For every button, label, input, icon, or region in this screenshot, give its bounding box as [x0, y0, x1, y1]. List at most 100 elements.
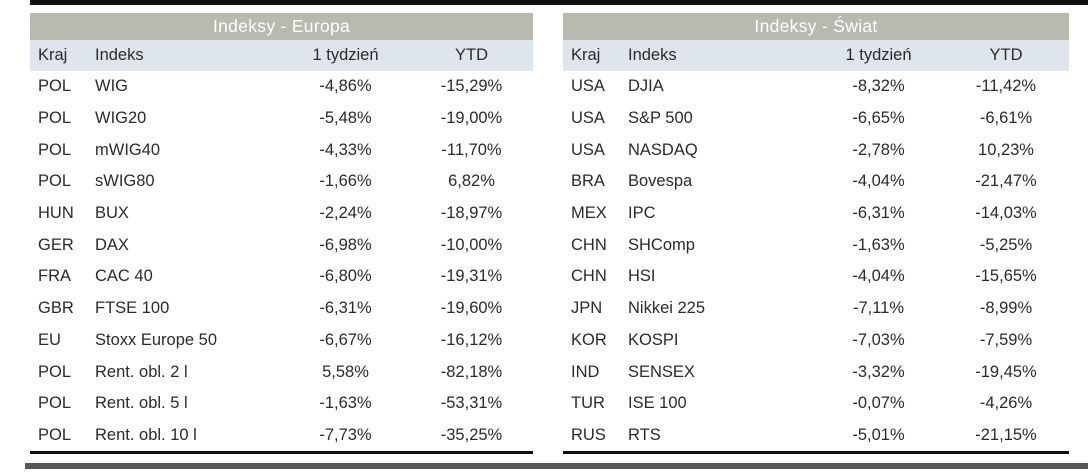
cell-indeks: HSI — [628, 267, 656, 286]
table-row: KOR KOSPI -7,03% -7,59% — [563, 325, 1069, 357]
table-row: CHN HSI -4,04% -15,65% — [563, 261, 1069, 293]
cell-ytd: -53,31% — [440, 394, 503, 413]
cell-kraj: POL — [38, 109, 72, 128]
table-row: FRA CAC 40 -6,80% -19,31% — [30, 261, 533, 293]
cell-ytd: -15,29% — [440, 77, 503, 96]
cell-1tydzien: 5,58% — [322, 362, 369, 381]
cell-ytd: -5,25% — [979, 235, 1033, 254]
cell-indeks: DAX — [95, 235, 129, 254]
table-body-europa: POL WIG -4,86% -15,29% POL WIG20 -5,48% -19,00%… — [30, 71, 533, 451]
cell-1tydzien: -5,01% — [852, 425, 905, 444]
cell-1tydzien: -6,31% — [319, 299, 372, 318]
cell-1tydzien: -4,33% — [319, 140, 372, 159]
cell-1tydzien: -7,03% — [852, 330, 905, 349]
cell-1tydzien: -6,98% — [319, 235, 372, 254]
cell-indeks: SHComp — [628, 235, 695, 254]
cell-ytd: -4,26% — [979, 394, 1033, 413]
cell-kraj: POL — [38, 140, 72, 159]
table-row: POL sWIG80 -1,66% 6,82% — [30, 166, 533, 198]
cell-1tydzien: -7,11% — [852, 299, 905, 318]
index-table-swiat: Indeksy - Świat Kraj Indeks 1 tydzień YT… — [563, 13, 1069, 455]
table-header-row: Kraj Indeks 1 tydzień YTD — [563, 40, 1069, 71]
table-row: POL Rent. obl. 10 l -7,73% -35,25% — [30, 420, 533, 452]
cell-indeks: ISE 100 — [628, 394, 687, 413]
table-row: TUR ISE 100 -0,07% -4,26% — [563, 388, 1069, 420]
cell-1tydzien: -2,24% — [319, 204, 372, 223]
cell-kraj: POL — [38, 172, 72, 191]
cell-1tydzien: -4,86% — [319, 77, 372, 96]
cell-kraj: GER — [38, 235, 74, 254]
cell-indeks: IPC — [628, 204, 656, 223]
cell-kraj: BRA — [571, 172, 605, 191]
cell-indeks: Rent. obl. 5 l — [95, 394, 188, 413]
cell-ytd: -19,00% — [440, 109, 503, 128]
cell-ytd: 6,82% — [448, 172, 495, 191]
cell-indeks: BUX — [95, 204, 129, 223]
cell-indeks: SENSEX — [628, 362, 695, 381]
table-row: EU Stoxx Europe 50 -6,67% -16,12% — [30, 325, 533, 357]
cell-indeks: WIG — [95, 77, 128, 96]
table-row: POL WIG -4,86% -15,29% — [30, 71, 533, 103]
cell-kraj: CHN — [571, 267, 607, 286]
cell-ytd: -21,47% — [975, 172, 1037, 191]
cell-indeks: S&P 500 — [628, 109, 693, 128]
cell-indeks: Stoxx Europe 50 — [95, 330, 217, 349]
table-row: GBR FTSE 100 -6,31% -19,60% — [30, 293, 533, 325]
cell-indeks: NASDAQ — [628, 140, 698, 159]
cell-ytd: -10,00% — [440, 235, 503, 254]
top-rule — [30, 0, 1088, 5]
table-row: USA NASDAQ -2,78% 10,23% — [563, 134, 1069, 166]
cell-indeks: Rent. obl. 2 l — [95, 362, 188, 381]
cell-kraj: POL — [38, 77, 72, 96]
column-header-ytd: YTD — [455, 46, 488, 64]
cell-ytd: -11,42% — [975, 77, 1037, 96]
table-row: POL Rent. obl. 2 l 5,58% -82,18% — [30, 356, 533, 388]
cell-ytd: -7,59% — [979, 330, 1033, 349]
cell-kraj: EU — [38, 330, 61, 349]
cell-kraj: GBR — [38, 299, 74, 318]
cell-ytd: -19,31% — [440, 267, 503, 286]
cell-kraj: RUS — [571, 425, 606, 444]
cell-ytd: -18,97% — [440, 204, 503, 223]
table-row: USA S&P 500 -6,65% -6,61% — [563, 103, 1069, 135]
cell-kraj: KOR — [571, 330, 607, 349]
column-header-kraj: Kraj — [38, 46, 68, 64]
cell-kraj: USA — [571, 109, 605, 128]
cell-ytd: -8,99% — [979, 299, 1033, 318]
cell-kraj: CHN — [571, 235, 607, 254]
cell-indeks: Rent. obl. 10 l — [95, 425, 197, 444]
cell-ytd: -19,60% — [440, 299, 503, 318]
table-row: MEX IPC -6,31% -14,03% — [563, 198, 1069, 230]
cell-ytd: -16,12% — [440, 330, 503, 349]
cell-1tydzien: -5,48% — [319, 109, 372, 128]
cell-ytd: -11,70% — [441, 140, 502, 159]
cell-kraj: POL — [38, 425, 72, 444]
cell-indeks: DJIA — [628, 77, 664, 96]
cell-ytd: -35,25% — [440, 425, 503, 444]
table-row: USA DJIA -8,32% -11,42% — [563, 71, 1069, 103]
column-header-1tydzien: 1 tydzień — [312, 46, 379, 64]
cell-1tydzien: -3,32% — [852, 362, 905, 381]
cell-1tydzien: -6,67% — [319, 330, 372, 349]
table-row: IND SENSEX -3,32% -19,45% — [563, 356, 1069, 388]
cell-kraj: HUN — [38, 204, 74, 223]
table-row: HUN BUX -2,24% -18,97% — [30, 198, 533, 230]
column-header-indeks: Indeks — [95, 46, 144, 64]
table-title-europa: Indeksy - Europa — [30, 13, 533, 40]
cell-kraj: POL — [38, 362, 72, 381]
table-title-swiat: Indeksy - Świat — [563, 13, 1069, 40]
tables-container: Indeksy - Europa Kraj Indeks 1 tydzień Y… — [30, 13, 1069, 455]
cell-ytd: -82,18% — [440, 362, 503, 381]
cell-ytd: -6,61% — [979, 109, 1033, 128]
table-row: CHN SHComp -1,63% -5,25% — [563, 229, 1069, 261]
column-header-indeks: Indeks — [628, 46, 677, 64]
cell-ytd: -14,03% — [975, 204, 1037, 223]
cell-1tydzien: -2,78% — [852, 140, 905, 159]
cell-ytd: -19,45% — [975, 362, 1037, 381]
cell-indeks: FTSE 100 — [95, 299, 170, 318]
cell-ytd: -21,15% — [975, 425, 1037, 444]
cell-kraj: POL — [38, 394, 72, 413]
cell-indeks: mWIG40 — [95, 140, 161, 159]
cell-indeks: Nikkei 225 — [628, 299, 706, 318]
